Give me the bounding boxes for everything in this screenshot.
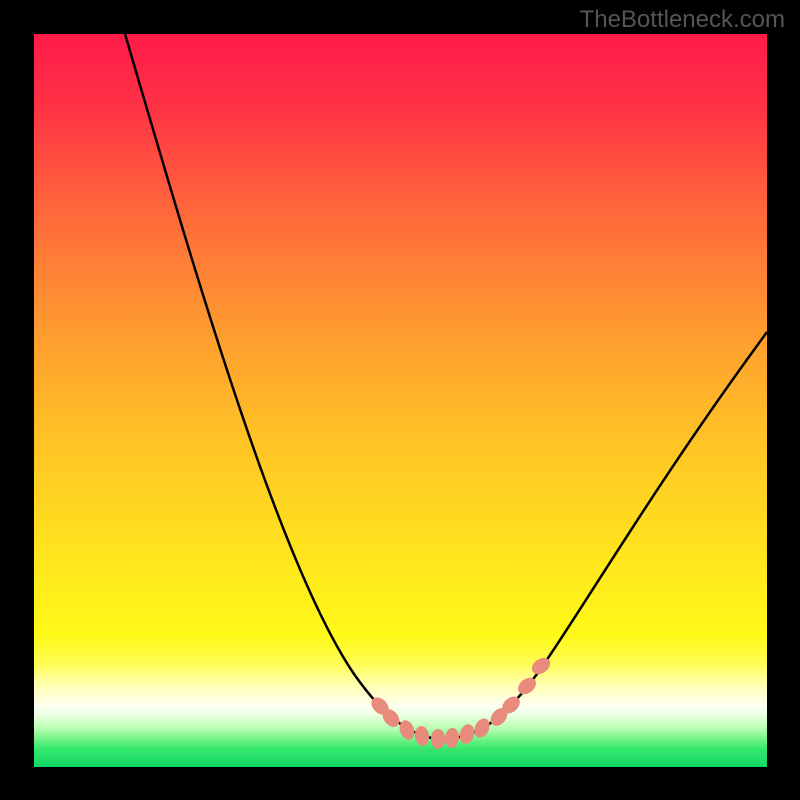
optimum-dot: [444, 727, 460, 748]
chart-svg: [34, 34, 767, 767]
plot-area: [34, 34, 767, 767]
optimum-dot: [414, 725, 431, 747]
optimum-dot: [397, 718, 417, 742]
optimum-markers: [368, 655, 553, 749]
optimum-dot: [458, 723, 477, 746]
bottleneck-curve: [125, 34, 767, 739]
optimum-dot: [471, 716, 492, 740]
watermark-text: TheBottleneck.com: [580, 6, 785, 34]
optimum-dot: [431, 729, 445, 749]
